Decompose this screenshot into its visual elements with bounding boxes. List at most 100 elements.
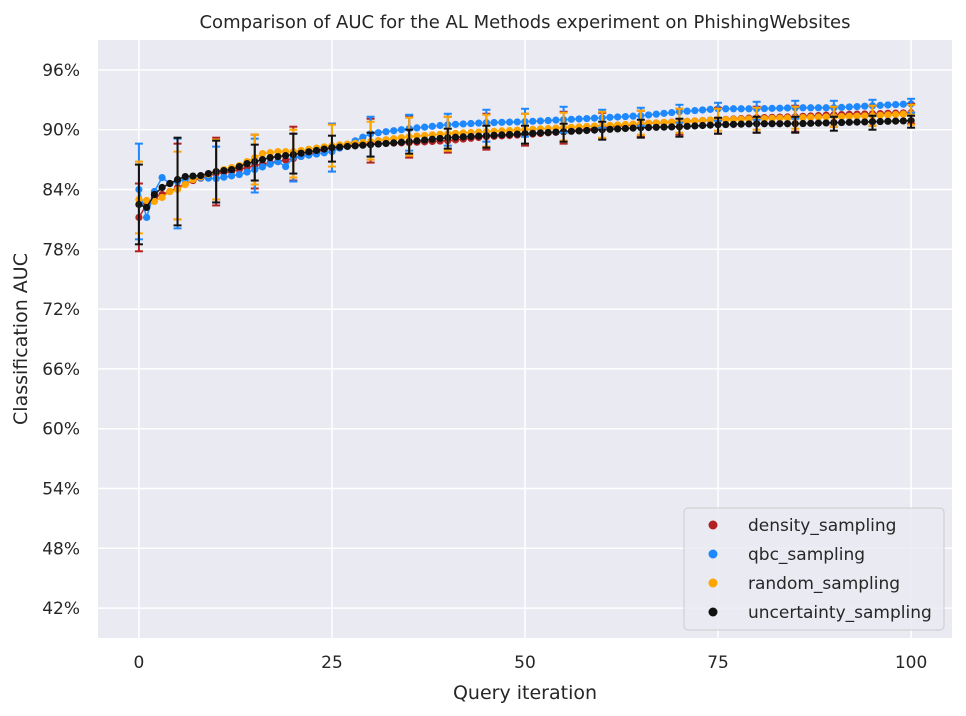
uncertainty-sampling-point (606, 125, 614, 133)
uncertainty-sampling-point (745, 120, 753, 128)
uncertainty-sampling-point (837, 118, 846, 127)
random-sampling-point (845, 112, 853, 120)
qbc-sampling-point (861, 102, 869, 110)
y-tick-label: 90% (42, 121, 80, 141)
uncertainty-sampling-point (722, 120, 730, 129)
qbc-sampling-point (567, 115, 575, 123)
x-tick-label: 50 (514, 653, 536, 673)
legend-label: qbc_sampling (748, 545, 865, 565)
uncertainty-sampling-errorbar (212, 139, 221, 204)
legend-item-density-sampling: density_sampling (708, 516, 896, 536)
uncertainty-sampling-errorbar (791, 115, 800, 134)
random-sampling-point (776, 114, 784, 122)
uncertainty-sampling-errorbar (559, 122, 568, 143)
legend-label: density_sampling (748, 516, 896, 536)
qbc-sampling-point (652, 110, 660, 118)
random-sampling-point (799, 113, 807, 122)
qbc-sampling-point (683, 107, 691, 115)
random-sampling-point (892, 110, 900, 119)
uncertainty-sampling-point (451, 133, 460, 141)
uncertainty-sampling-point (629, 124, 637, 132)
uncertainty-sampling-point (397, 138, 406, 146)
qbc-sampling-point (428, 122, 436, 130)
y-tick-label: 78% (42, 240, 80, 260)
uncertainty-sampling-errorbar (636, 118, 645, 139)
uncertainty-sampling-point (359, 141, 367, 149)
qbc-sampling-point (536, 117, 545, 125)
qbc-sampling-point (783, 104, 792, 112)
qbc-sampling-point (544, 116, 552, 125)
random-sampling-point (691, 117, 699, 125)
qbc-sampling-point (220, 173, 228, 181)
qbc-sampling-point (629, 112, 637, 120)
uncertainty-sampling-errorbar (134, 163, 143, 246)
qbc-sampling-point (644, 111, 653, 119)
qbc-sampling-point (227, 172, 236, 180)
uncertainty-sampling-errorbar (868, 114, 877, 131)
legend-marker (708, 520, 718, 530)
uncertainty-sampling-point (884, 117, 892, 125)
qbc-sampling-point (876, 101, 884, 109)
qbc-sampling-point (722, 105, 730, 113)
qbc-sampling-point (807, 104, 815, 112)
qbc-sampling-point (776, 104, 784, 112)
uncertainty-sampling-point (644, 123, 653, 132)
legend-marker (708, 578, 718, 588)
random-sampling-point (683, 117, 691, 125)
qbc-sampling-point (513, 118, 521, 126)
uncertainty-sampling-point (853, 118, 861, 126)
qbc-sampling-point (451, 120, 460, 128)
qbc-sampling-point (490, 118, 498, 127)
uncertainty-sampling-point (583, 126, 591, 135)
uncertainty-sampling-point (243, 159, 251, 168)
qbc-sampling-point (590, 114, 599, 122)
qbc-sampling-point (413, 124, 421, 132)
uncertainty-sampling-point (876, 117, 884, 126)
legend-marker (708, 549, 718, 559)
qbc-sampling-point (729, 105, 738, 113)
uncertainty-sampling-errorbar (829, 115, 838, 132)
uncertainty-sampling-point (150, 190, 158, 199)
uncertainty-sampling-point (683, 122, 691, 130)
uncertainty-sampling-point (459, 133, 467, 141)
legend-label: random_sampling (748, 574, 900, 594)
uncertainty-sampling-point (498, 131, 506, 139)
qbc-sampling-point (745, 105, 753, 113)
uncertainty-sampling-point (189, 172, 197, 180)
y-tick-label: 60% (42, 420, 80, 440)
qbc-sampling-point (698, 106, 707, 114)
uncertainty-sampling-point (668, 123, 676, 131)
uncertainty-sampling-point (660, 123, 668, 131)
uncertainty-sampling-point (783, 120, 792, 128)
qbc-sampling-point (691, 106, 699, 115)
uncertainty-sampling-errorbar (327, 134, 336, 163)
uncertainty-sampling-errorbar (598, 120, 607, 141)
random-sampling-point (884, 111, 892, 119)
qbc-sampling-point (158, 173, 166, 182)
legend-items: density_sampling qbc_sampling random_sampl… (708, 516, 932, 623)
uncertainty-sampling-point (490, 131, 498, 139)
qbc-sampling-point (359, 133, 367, 141)
qbc-sampling-point (660, 109, 668, 117)
random-sampling-point (166, 187, 174, 196)
uncertainty-sampling-point (436, 134, 444, 143)
random-sampling-point (729, 115, 738, 123)
qbc-sampling-point (737, 105, 745, 113)
uncertainty-sampling-point (575, 127, 583, 135)
qbc-sampling-point (258, 163, 267, 171)
random-sampling-point (783, 114, 792, 122)
y-tick-label: 54% (42, 480, 80, 500)
legend-marker (708, 607, 718, 617)
random-sampling-point (698, 116, 707, 125)
random-sampling-point (745, 115, 753, 123)
qbc-sampling-point (243, 168, 251, 176)
uncertainty-sampling-point (475, 132, 483, 140)
qbc-sampling-point (266, 160, 274, 168)
y-tick-label: 72% (42, 300, 80, 320)
uncertainty-sampling-point (336, 143, 344, 151)
uncertainty-sampling-point (197, 171, 205, 180)
random-sampling-point (837, 112, 846, 121)
qbc-sampling-point (390, 127, 398, 135)
